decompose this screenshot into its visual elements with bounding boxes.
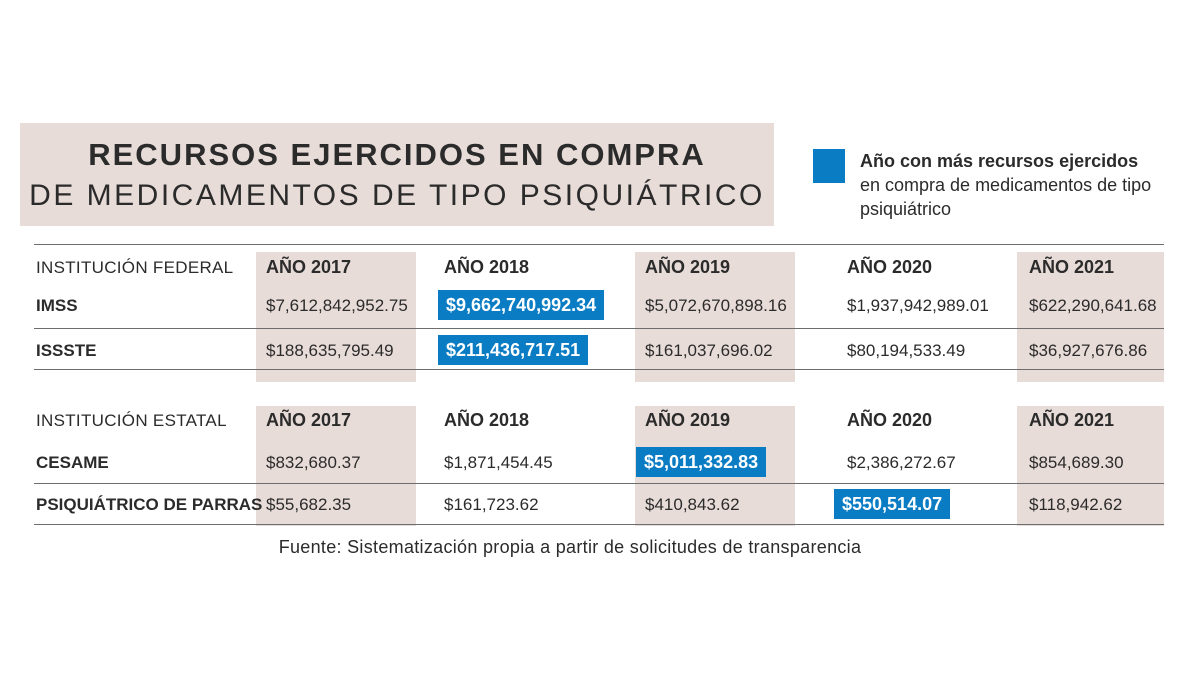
highlighted-value: $550,514.07 [834, 489, 951, 519]
divider [34, 483, 1164, 484]
column-header: AÑO 2019 [645, 410, 731, 430]
table-cell: $36,927,676.86 [1029, 341, 1148, 360]
highlighted-value: $5,011,332.83 [636, 447, 767, 477]
divider [34, 244, 1164, 245]
table-cell: $5,072,670,898.16 [645, 296, 787, 315]
table-cell: $410,843.62 [645, 495, 740, 514]
band-2017-estatal [256, 406, 416, 526]
row-label: CESAME [36, 453, 109, 472]
column-header: AÑO 2021 [1029, 410, 1115, 430]
table-cell: $118,942.62 [1029, 495, 1123, 514]
column-header: AÑO 2017 [266, 257, 352, 277]
divider [34, 524, 1164, 525]
column-header: AÑO 2018 [444, 410, 530, 430]
legend-description: en compra de medicamentos de tipo psiqui… [860, 175, 1152, 219]
column-header: AÑO 2020 [847, 410, 933, 430]
legend: Año con más recursos ejercidos en compra… [860, 149, 1180, 221]
table-cell: $622,290,641.68 [1029, 296, 1157, 315]
table-cell: $1,937,942,989.01 [847, 296, 989, 315]
table-cell: $7,612,842,952.75 [266, 296, 408, 315]
column-header: AÑO 2017 [266, 410, 352, 430]
column-header: AÑO 2019 [645, 257, 731, 277]
chart-title: RECURSOS EJERCIDOS EN COMPRA [88, 137, 706, 172]
table-cell: $80,194,533.49 [847, 341, 966, 360]
divider [34, 369, 1164, 370]
source-note: Fuente: Sistematización propia a partir … [278, 537, 862, 557]
chart-subtitle: DE MEDICAMENTOS DE TIPO PSIQUIÁTRICO [29, 179, 765, 212]
table-cell: $161,723.62 [444, 495, 539, 514]
title-box: RECURSOS EJERCIDOS EN COMPRA DE MEDICAME… [20, 123, 774, 226]
row-label: ISSSTE [36, 341, 97, 360]
table-cell: $1,871,454.45 [444, 453, 553, 472]
table-cell: $854,689.30 [1029, 453, 1124, 472]
table-cell: $2,386,272.67 [847, 453, 956, 472]
legend-title: Año con más recursos ejercidos [860, 151, 1139, 171]
column-header: AÑO 2021 [1029, 257, 1115, 277]
band-2021-federal [1017, 252, 1164, 382]
table-header-label: INSTITUCIÓN ESTATAL [36, 411, 227, 430]
column-header: AÑO 2018 [444, 257, 530, 277]
highlighted-value: $9,662,740,992.34 [438, 290, 605, 320]
column-header: AÑO 2020 [847, 257, 933, 277]
row-label: IMSS [36, 296, 78, 315]
table-cell: $188,635,795.49 [266, 341, 394, 360]
band-2017-federal [256, 252, 416, 382]
table-header-label: INSTITUCIÓN FEDERAL [36, 258, 234, 277]
band-2021-estatal [1017, 406, 1164, 526]
divider [34, 328, 1164, 329]
table-cell: $161,037,696.02 [645, 341, 773, 360]
band-2019-federal [635, 252, 795, 382]
row-label: PSIQUIÁTRICO DE PARRAS [36, 495, 263, 514]
legend-swatch [813, 149, 845, 183]
table-cell: $832,680.37 [266, 453, 361, 472]
highlighted-value: $211,436,717.51 [438, 335, 589, 365]
table-cell: $55,682.35 [266, 495, 352, 514]
